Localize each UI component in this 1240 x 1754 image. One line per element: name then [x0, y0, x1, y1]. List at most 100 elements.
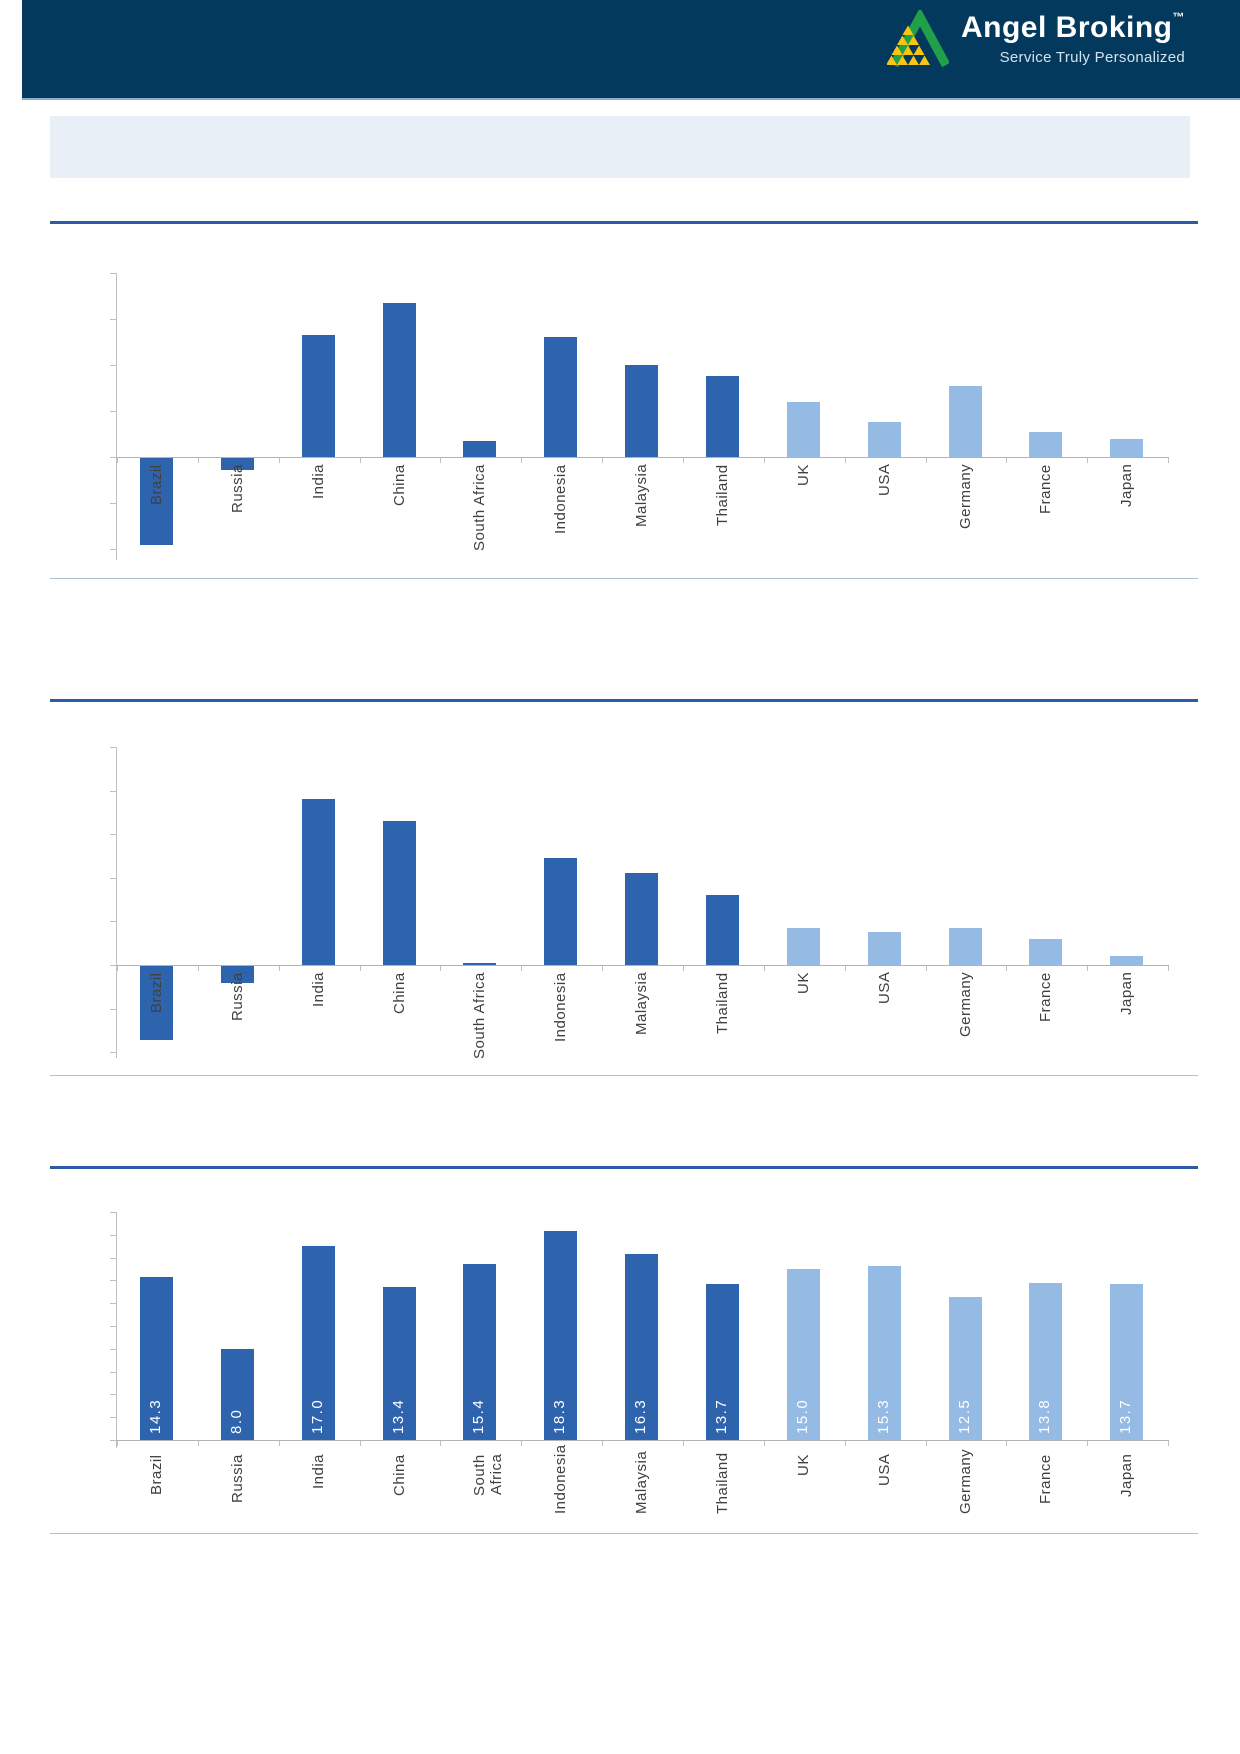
- x-axis-tick: [521, 966, 522, 971]
- category-label-malaysia: Malaysia: [633, 972, 650, 1036]
- x-axis-tick: [1168, 966, 1169, 971]
- value-label-russia: 8.0: [228, 1408, 245, 1434]
- category-label-south-africa: South Africa: [471, 1454, 505, 1496]
- y-axis-tick: [110, 1417, 116, 1418]
- category-label-france: France: [1037, 1454, 1054, 1504]
- x-axis-tick: [1087, 1441, 1088, 1446]
- x-axis-tick: [845, 458, 846, 463]
- bar-japan: [1110, 439, 1143, 457]
- x-axis-tick: [683, 1441, 684, 1446]
- value-label-usa: 15.3: [875, 1398, 892, 1434]
- bar-indonesia: [544, 858, 577, 965]
- x-axis-tick: [440, 458, 441, 463]
- y-axis-tick: [110, 411, 116, 412]
- x-axis-tick: [279, 966, 280, 971]
- header: Angel Broking™ Service Truly Personalize…: [22, 0, 1240, 100]
- bar-brazil: [140, 458, 173, 545]
- tagline: Service Truly Personalized: [999, 49, 1185, 66]
- x-axis-tick: [764, 1441, 765, 1446]
- y-axis-tick: [110, 834, 116, 835]
- category-label-china: China: [391, 1454, 408, 1496]
- y-axis-tick: [110, 365, 116, 366]
- category-label-germany: Germany: [957, 972, 974, 1038]
- chart-underline-2: [50, 1075, 1198, 1076]
- category-label-malaysia: Malaysia: [633, 1450, 650, 1514]
- y-axis-tick: [110, 791, 116, 792]
- bar-thailand: [706, 1284, 739, 1440]
- x-axis-line: [117, 457, 1169, 458]
- x-axis-tick: [845, 1441, 846, 1446]
- category-label-germany: Germany: [957, 1448, 974, 1514]
- bar-uk: [787, 402, 820, 457]
- y-axis-line: [116, 1212, 117, 1448]
- x-axis-tick: [360, 458, 361, 463]
- y-axis-tick: [110, 457, 116, 458]
- x-axis-tick: [1168, 1441, 1169, 1446]
- category-label-uk: UK: [795, 1454, 812, 1476]
- bar-china: [383, 821, 416, 965]
- bar-france: [1029, 1283, 1062, 1440]
- brand-name: Angel Broking™: [961, 10, 1185, 46]
- category-label-usa: USA: [876, 464, 893, 497]
- logo-pyramid-icon: [886, 25, 930, 65]
- value-label-india: 17.0: [309, 1398, 326, 1434]
- y-axis-tick: [110, 878, 116, 879]
- bar-india: [302, 335, 335, 457]
- category-label-uk: UK: [795, 464, 812, 486]
- x-axis-tick: [683, 966, 684, 971]
- x-axis-tick: [440, 1441, 441, 1446]
- y-axis-tick: [110, 1258, 116, 1259]
- bar-usa: [868, 1266, 901, 1440]
- category-label-indonesia: Indonesia: [552, 972, 569, 1042]
- value-label-indonesia: 18.3: [551, 1398, 568, 1434]
- x-axis-tick: [279, 458, 280, 463]
- category-label-france: France: [1037, 972, 1054, 1022]
- bar-malaysia: [625, 1254, 658, 1440]
- bar-germany: [949, 928, 982, 965]
- y-axis-tick: [110, 1372, 116, 1373]
- bar-south-africa: [463, 963, 496, 965]
- brand-block: Angel Broking™ Service Truly Personalize…: [961, 10, 1185, 66]
- bar-china: [383, 1287, 416, 1440]
- x-axis-tick: [1006, 458, 1007, 463]
- category-label-india: India: [310, 1454, 327, 1490]
- bar-germany: [949, 1297, 982, 1440]
- x-axis-tick: [683, 458, 684, 463]
- value-label-uk: 15.0: [794, 1398, 811, 1434]
- x-axis-tick: [764, 458, 765, 463]
- bar-usa: [868, 932, 901, 965]
- section-divider-3: [50, 1166, 1198, 1169]
- x-axis-tick: [602, 458, 603, 463]
- bar-uk: [787, 1269, 820, 1440]
- x-axis-tick: [1006, 1441, 1007, 1446]
- x-axis-line: [117, 965, 1169, 966]
- y-axis-tick: [110, 503, 116, 504]
- category-label-russia: Russia: [229, 1454, 246, 1503]
- x-axis-tick: [1168, 458, 1169, 463]
- category-label-russia: Russia: [229, 972, 246, 1021]
- bar-russia: [221, 1349, 254, 1440]
- value-label-france: 13.8: [1036, 1398, 1053, 1434]
- bar-indonesia: [544, 1231, 577, 1440]
- y-axis-line: [116, 273, 117, 560]
- y-axis-tick: [110, 1349, 116, 1350]
- category-label-india: India: [310, 972, 327, 1008]
- section-divider-1: [50, 221, 1198, 224]
- x-axis-tick: [521, 458, 522, 463]
- category-label-south-africa: South Africa: [471, 972, 488, 1059]
- category-label-uk: UK: [795, 972, 812, 994]
- category-label-thailand: Thailand: [714, 464, 731, 526]
- bar-usa: [868, 422, 901, 457]
- y-axis-tick: [110, 1303, 116, 1304]
- y-axis-tick: [110, 747, 116, 748]
- bar-malaysia: [625, 365, 658, 457]
- bar-china: [383, 303, 416, 457]
- y-axis-tick: [110, 549, 116, 550]
- bar-brazil: [140, 1277, 173, 1440]
- angel-broking-icon: [886, 10, 949, 68]
- x-axis-tick: [845, 966, 846, 971]
- y-axis-tick: [110, 1212, 116, 1213]
- bar-france: [1029, 939, 1062, 965]
- y-axis-tick: [110, 921, 116, 922]
- x-axis-tick: [602, 1441, 603, 1446]
